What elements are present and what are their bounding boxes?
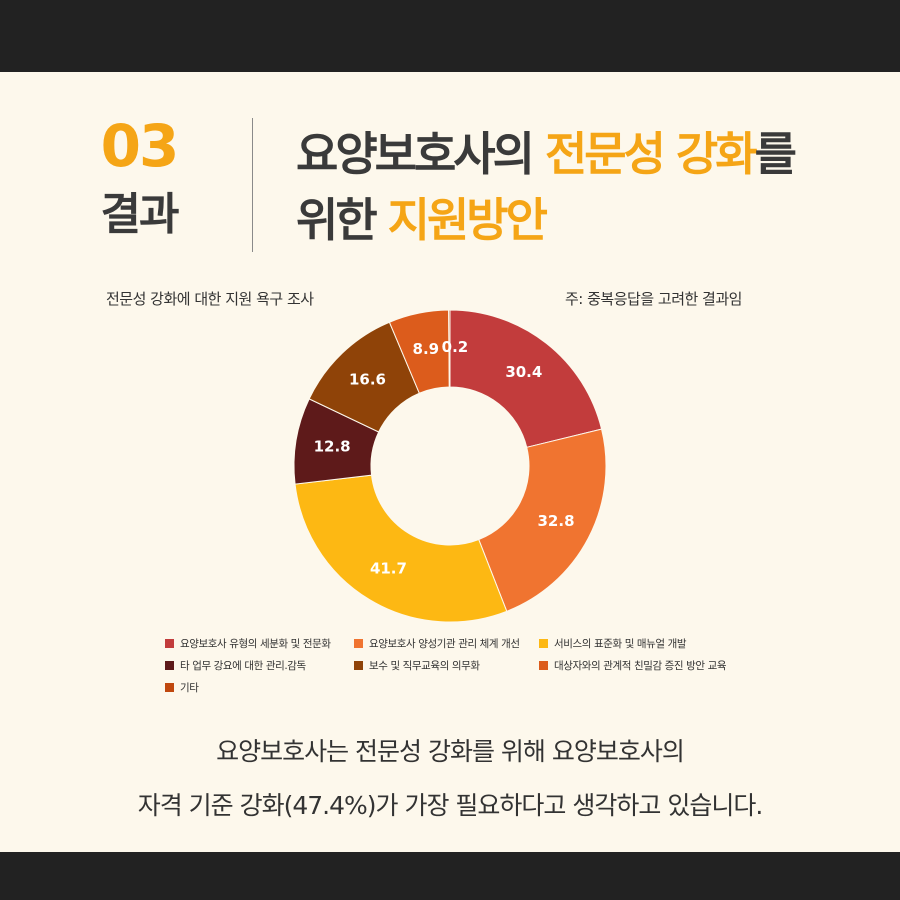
title-line1-prefix: 요양보호사의 — [296, 127, 545, 181]
conclusion-line1: 요양보호사는 전문성 강화를 위해 요양보호사의 — [216, 737, 685, 766]
bottom-frame-bar — [0, 852, 900, 900]
legend-label: 서비스의 표준화 및 매뉴얼 개발 — [554, 638, 687, 650]
slice-label-4: 12.8 — [314, 437, 351, 455]
page-title-line2: 위한 지원방안 — [296, 184, 548, 250]
legend-item-2: 요양보호사 양성기관 관리 체계 개선 — [354, 636, 520, 651]
section-label: 결과 — [100, 189, 180, 240]
legend-label: 요양보호사 양성기관 관리 체계 개선 — [369, 638, 520, 650]
legend-item-6: 대상자와의 관계적 친밀감 증진 방안 교육 — [539, 658, 727, 673]
content-card — [0, 72, 900, 852]
slice-3 — [294, 474, 508, 623]
slice-7 — [448, 309, 451, 388]
legend-swatch — [354, 639, 363, 648]
legend-label: 대상자와의 관계적 친밀감 증진 방안 교육 — [554, 660, 727, 672]
title-line2-highlight: 지원방안 — [387, 193, 548, 247]
conclusion-line2: 자격 기준 강화(47.4%)가 가장 필요하다고 생각하고 있습니다. — [137, 791, 764, 820]
legend-swatch — [539, 661, 548, 670]
legend-item-7: 기타 — [165, 680, 199, 695]
slice-label-1: 30.4 — [505, 363, 542, 381]
section-number: 03 — [100, 112, 180, 180]
slice-2 — [478, 428, 607, 612]
title-line2-prefix: 위한 — [296, 193, 388, 247]
slice-label-6: 8.9 — [413, 340, 440, 358]
legend-label: 타 업무 강요에 대한 관리.감독 — [180, 660, 306, 672]
slice-label-2: 32.8 — [538, 512, 575, 530]
legend-swatch — [165, 661, 174, 670]
donut-slices — [293, 309, 607, 623]
slice-labels: 30.4 32.8 41.7 12.8 16.6 8.9 0.2 — [314, 338, 575, 577]
top-frame-bar — [0, 0, 900, 72]
legend-item-1: 요양보호사 유형의 세분화 및 전문화 — [165, 636, 331, 651]
page-title-line1: 요양보호사의 전문성 강화를 — [296, 118, 797, 184]
chart-note: 주: 중복응답을 고려한 결과임 — [565, 290, 742, 308]
legend-item-5: 보수 및 직무교육의 의무화 — [354, 658, 480, 673]
legend-label: 요양보호사 유형의 세분화 및 전문화 — [180, 638, 331, 650]
slice-label-3: 41.7 — [370, 559, 407, 577]
chart-caption: 전문성 강화에 대한 지원 욕구 조사 — [106, 290, 314, 308]
legend-label: 보수 및 직무교육의 의무화 — [369, 660, 480, 672]
legend-swatch — [165, 639, 174, 648]
legend-swatch — [539, 639, 548, 648]
legend-label: 기타 — [180, 682, 199, 694]
header-divider — [252, 118, 253, 252]
title-line1-suffix: 를 — [754, 127, 797, 181]
legend-item-3: 서비스의 표준화 및 매뉴얼 개발 — [539, 636, 687, 651]
legend-swatch — [165, 683, 174, 692]
slice-label-5: 16.6 — [349, 371, 386, 389]
legend-swatch — [354, 661, 363, 670]
slice-label-7: 0.2 — [442, 338, 469, 356]
slice-1 — [449, 309, 603, 448]
legend-item-4: 타 업무 강요에 대한 관리.감독 — [165, 658, 306, 673]
title-line1-highlight: 전문성 강화 — [544, 127, 758, 181]
